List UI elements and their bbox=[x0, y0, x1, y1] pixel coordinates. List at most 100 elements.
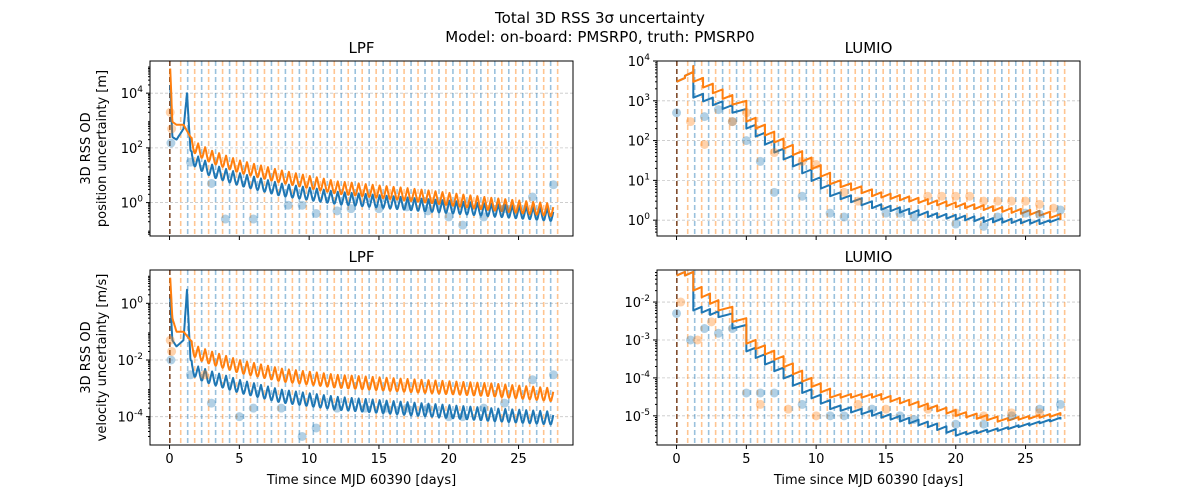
scatter-point bbox=[853, 196, 863, 206]
scatter-point bbox=[727, 117, 737, 127]
scatter-point bbox=[283, 200, 293, 210]
scatter-point bbox=[479, 403, 489, 413]
plot-area bbox=[657, 270, 1080, 445]
series-line-2 bbox=[676, 64, 1062, 221]
scatter-point bbox=[825, 411, 835, 421]
scatter-point bbox=[741, 108, 751, 118]
scatter-point bbox=[993, 196, 1003, 206]
scatter-point bbox=[797, 399, 807, 409]
x-axis-label: Time since MJD 60390 [days] bbox=[266, 473, 456, 488]
figure-title-line-2: Model: on-board: PMSRP0, truth: PMSRP0 bbox=[445, 28, 755, 46]
x-tick-label: 15 bbox=[371, 452, 388, 467]
scatter-point bbox=[234, 412, 244, 422]
x-tick-label: 10 bbox=[301, 452, 318, 467]
plot-area bbox=[150, 270, 573, 445]
axes-frame bbox=[656, 60, 1081, 237]
scatter-point bbox=[458, 220, 468, 230]
subplot-title: LUMIO bbox=[845, 248, 893, 266]
scatter-point bbox=[839, 187, 849, 197]
scatter-point bbox=[500, 398, 510, 408]
scatter-point bbox=[993, 212, 1003, 222]
scatter-point bbox=[1055, 399, 1065, 409]
scatter-point bbox=[423, 403, 433, 413]
scatter-point bbox=[825, 208, 835, 218]
scatter-point bbox=[297, 200, 307, 210]
scatter-point bbox=[923, 191, 933, 201]
scatter-point bbox=[713, 105, 723, 115]
scatter-point bbox=[1021, 196, 1031, 206]
scatter-point bbox=[332, 206, 342, 216]
scatter-point bbox=[185, 157, 195, 167]
y-tick-label: 101 bbox=[628, 172, 650, 189]
scatter-point bbox=[881, 208, 891, 218]
x-tick-label: 0 bbox=[165, 452, 173, 467]
scatter-point bbox=[979, 221, 989, 231]
scatter-point bbox=[402, 202, 412, 212]
x-tick-label: 10 bbox=[808, 452, 825, 467]
scatter-point bbox=[1007, 408, 1017, 418]
scatter-point bbox=[895, 208, 905, 218]
y-tick-label: 102 bbox=[121, 140, 143, 157]
plot-area bbox=[150, 61, 573, 236]
scatter-point bbox=[548, 370, 558, 380]
scatter-point bbox=[548, 180, 558, 190]
scatter-point bbox=[923, 404, 933, 414]
scatter-point bbox=[167, 124, 177, 134]
y-tick-label: 10-2 bbox=[624, 294, 650, 311]
scatter-point bbox=[479, 212, 489, 222]
scatter-point bbox=[686, 335, 696, 345]
scatter-point bbox=[528, 192, 538, 202]
subplot-2: 100 101 102 103 104 LUMIO bbox=[628, 39, 1081, 240]
scatter-point bbox=[853, 399, 863, 409]
x-tick-label: 20 bbox=[947, 452, 964, 467]
series-line-2 bbox=[169, 277, 555, 402]
scatter-point bbox=[741, 388, 751, 398]
scatter-point bbox=[276, 403, 286, 413]
subplot-title: LPF bbox=[348, 39, 374, 57]
scatter-point bbox=[839, 411, 849, 421]
scatter-point bbox=[937, 191, 947, 201]
x-tick-label: 25 bbox=[1017, 452, 1034, 467]
scatter-point bbox=[206, 398, 216, 408]
scatter-point bbox=[165, 107, 175, 117]
scatter-point bbox=[727, 324, 737, 334]
y-tick-label: 104 bbox=[628, 53, 651, 70]
scatter-point bbox=[1035, 408, 1045, 418]
scatter-point bbox=[699, 324, 709, 334]
scatter-point bbox=[797, 191, 807, 201]
scatter-point bbox=[755, 156, 765, 166]
scatter-point bbox=[297, 431, 307, 441]
scatter-point bbox=[895, 411, 905, 421]
scatter-point bbox=[741, 136, 751, 146]
y-tick-label: 10-4 bbox=[624, 370, 650, 387]
y-tick-label: 100 bbox=[121, 295, 144, 312]
scatter-point bbox=[951, 219, 961, 229]
scatter-point bbox=[444, 412, 454, 422]
scatter-point bbox=[185, 370, 195, 380]
y-tick-label: 102 bbox=[628, 133, 650, 150]
series-line-2 bbox=[169, 68, 555, 217]
scatter-point bbox=[797, 156, 807, 166]
y-axis-label-line-1: 3D RSS OD bbox=[79, 112, 94, 184]
scatter-point bbox=[167, 346, 177, 356]
scatter-point bbox=[672, 108, 682, 118]
scatter-point bbox=[909, 414, 919, 424]
scatter-point bbox=[699, 112, 709, 122]
subplot-title: LUMIO bbox=[845, 39, 893, 57]
scatter-point bbox=[909, 212, 919, 222]
scatter-point bbox=[686, 117, 696, 127]
plot-area bbox=[657, 61, 1080, 236]
scatter-point bbox=[444, 212, 454, 222]
scatter-point bbox=[1035, 199, 1045, 209]
y-tick-label: 104 bbox=[121, 85, 144, 102]
scatter-point bbox=[165, 335, 175, 345]
scatter-point bbox=[381, 403, 391, 413]
subplot-1: 100 102 104 LPF 3D RSS OD position uncertaint… bbox=[79, 39, 574, 240]
scatter-point bbox=[206, 178, 216, 188]
series-line-1 bbox=[169, 84, 555, 222]
scatter-point bbox=[727, 117, 737, 127]
x-axis-label: Time since MJD 60390 [days] bbox=[773, 473, 963, 488]
scatter-point bbox=[839, 212, 849, 222]
scatter-point bbox=[311, 423, 321, 433]
